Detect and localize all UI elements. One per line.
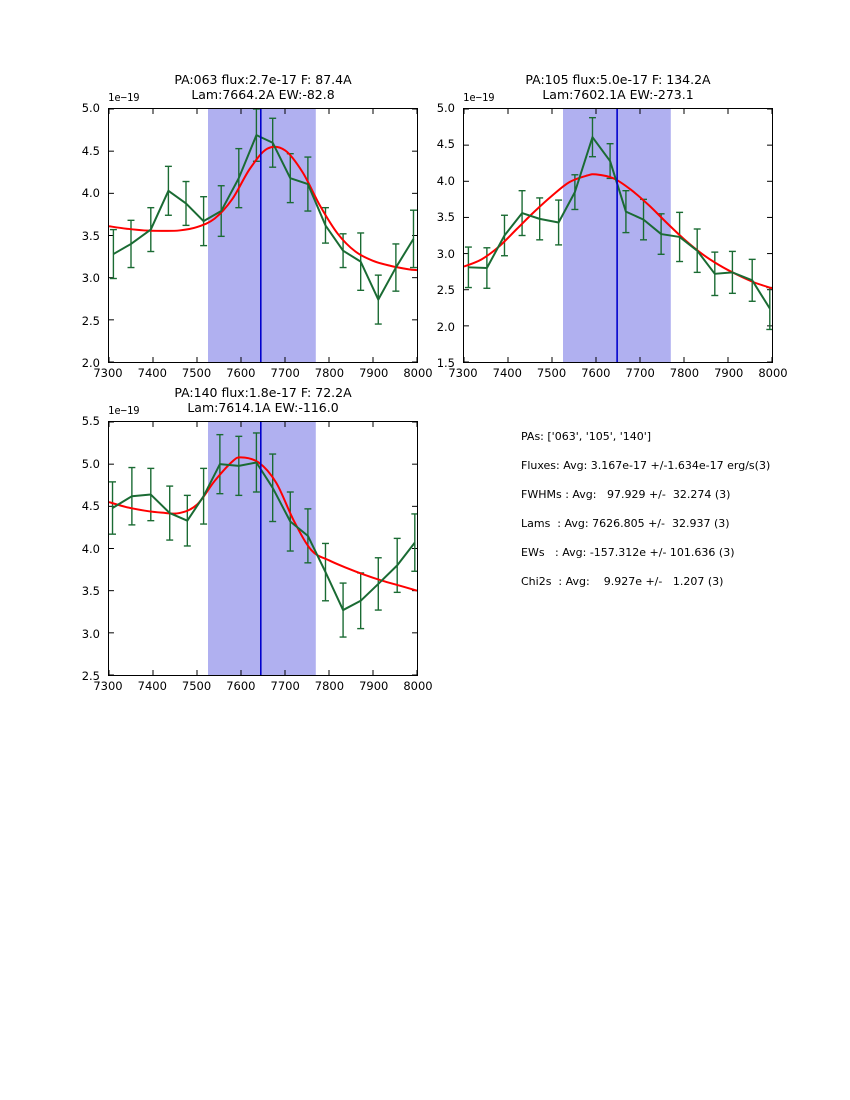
x-tick-label: 7700 xyxy=(270,679,300,693)
y-tick-label: 2.0 xyxy=(81,356,100,370)
y-tick-label: 5.0 xyxy=(81,456,100,471)
panel-pa-105: PA:105 flux:5.0e-17 F: 134.2A Lam:7602.1… xyxy=(437,72,788,384)
fit-curve xyxy=(109,145,417,272)
x-tick-label: 7800 xyxy=(669,366,700,380)
y-tick-label: 3.5 xyxy=(81,228,100,243)
data-curve xyxy=(111,461,416,612)
plot-svg-pa-140 xyxy=(109,422,417,675)
y-tick-label: 5.0 xyxy=(81,101,100,115)
y-tick-label: 5.5 xyxy=(81,414,100,428)
x-tick-label: 7300 xyxy=(93,366,123,380)
panel-title-pa-140: PA:140 flux:1.8e-17 F: 72.2A Lam:7614.1A… xyxy=(108,385,418,415)
shaded-band xyxy=(208,422,316,675)
y-tick-label: 2.5 xyxy=(81,313,100,328)
y-tick-label: 2.5 xyxy=(81,669,100,683)
exponent-label: 1e−19 xyxy=(108,405,140,417)
y-tick-label: 4.0 xyxy=(436,173,455,188)
y-tick-label: 4.0 xyxy=(81,541,100,556)
x-tick-label: 7900 xyxy=(359,679,389,693)
panel-title-line2: Lam:7614.1A EW:-116.0 xyxy=(187,400,339,415)
panel-title-pa-063: PA:063 flux:2.7e-17 F: 87.4A Lam:7664.2A… xyxy=(108,72,418,102)
x-tick-label: 7500 xyxy=(536,366,567,380)
panel-title-pa-105: PA:105 flux:5.0e-17 F: 134.2A Lam:7602.1… xyxy=(463,72,773,102)
x-tick-label: 8000 xyxy=(403,679,433,693)
y-tick-label: 5.0 xyxy=(436,101,455,115)
y-tick-label: 3.0 xyxy=(81,626,100,641)
data-curve xyxy=(468,136,771,310)
panel-title-line1: PA:140 flux:1.8e-17 F: 72.2A xyxy=(174,385,352,400)
y-tick-label: 3.0 xyxy=(436,246,455,261)
summary-line-ews: EWs : Avg: -157.312e +/- 101.636 (3) xyxy=(521,546,735,559)
y-tick-label: 4.5 xyxy=(436,137,455,152)
x-tick-label: 8000 xyxy=(758,366,788,380)
fit-curve xyxy=(464,173,772,290)
plot-area-pa-140 xyxy=(108,421,418,676)
y-tick-label: 2.0 xyxy=(436,319,455,334)
y-tick-label: 4.0 xyxy=(81,186,100,200)
y-tick-label: 2.5 xyxy=(436,283,455,298)
x-tick-label: 7400 xyxy=(137,366,167,380)
x-tick-label: 7600 xyxy=(226,366,256,380)
x-tick-label: 7900 xyxy=(359,366,389,380)
shaded-band xyxy=(208,109,316,362)
y-tick-label: 3.5 xyxy=(436,210,455,225)
x-tick-label: 7700 xyxy=(270,366,300,380)
data-curve xyxy=(112,134,415,301)
plot-svg-pa-063 xyxy=(109,109,417,362)
y-tick-label: 1.5 xyxy=(436,356,455,370)
panel-pa-140: PA:140 flux:1.8e-17 F: 72.2A Lam:7614.1A… xyxy=(82,385,433,697)
x-tick-label: 7400 xyxy=(137,679,167,693)
summary-line-lams: Lams : Avg: 7626.805 +/- 32.937 (3) xyxy=(521,517,730,530)
exponent-label: 1e−19 xyxy=(108,92,140,104)
summary-line-fwhms: FWHMs : Avg: 97.929 +/- 32.274 (3) xyxy=(521,488,731,501)
summary-line-pas: PAs: ['063', '105', '140'] xyxy=(521,430,652,443)
x-tick-label: 7900 xyxy=(714,366,744,380)
x-tick-label: 7500 xyxy=(181,366,212,380)
y-tick-label: 3.0 xyxy=(81,271,100,285)
x-tick-label: 7300 xyxy=(448,366,478,380)
summary-line-fluxes: Fluxes: Avg: 3.167e-17 +/-1.634e-17 erg/… xyxy=(521,459,771,472)
plot-svg-pa-105 xyxy=(464,109,772,362)
x-tick-label: 7700 xyxy=(625,366,655,380)
summary-stats-block: PAs: ['063', '105', '140'] Fluxes: Avg: … xyxy=(521,430,821,604)
panel-title-line1: PA:105 flux:5.0e-17 F: 134.2A xyxy=(525,72,711,87)
panel-title-line2: Lam:7602.1A EW:-273.1 xyxy=(542,87,694,102)
x-tick-label: 7800 xyxy=(314,679,345,693)
panel-title-line1: PA:063 flux:2.7e-17 F: 87.4A xyxy=(174,72,352,87)
y-tick-label: 3.5 xyxy=(81,584,100,598)
panel-title-line2: Lam:7664.2A EW:-82.8 xyxy=(191,87,335,102)
summary-line-chi2s: Chi2s : Avg: 9.927e +/- 1.207 (3) xyxy=(521,575,724,588)
plot-area-pa-105 xyxy=(463,108,773,363)
y-tick-label: 4.5 xyxy=(81,143,100,158)
x-tick-label: 8000 xyxy=(403,366,433,380)
y-tick-label: 4.5 xyxy=(81,499,100,513)
exponent-label: 1e−19 xyxy=(463,92,495,104)
x-tick-label: 7600 xyxy=(581,366,611,380)
plot-area-pa-063 xyxy=(108,108,418,363)
x-tick-label: 7400 xyxy=(492,366,522,380)
fit-curve xyxy=(109,456,417,592)
panel-pa-063: PA:063 flux:2.7e-17 F: 87.4A Lam:7664.2A… xyxy=(82,72,433,384)
x-tick-label: 7500 xyxy=(181,679,212,693)
x-tick-label: 7600 xyxy=(226,679,256,693)
x-tick-label: 7300 xyxy=(93,679,123,693)
x-tick-label: 7800 xyxy=(314,366,345,380)
